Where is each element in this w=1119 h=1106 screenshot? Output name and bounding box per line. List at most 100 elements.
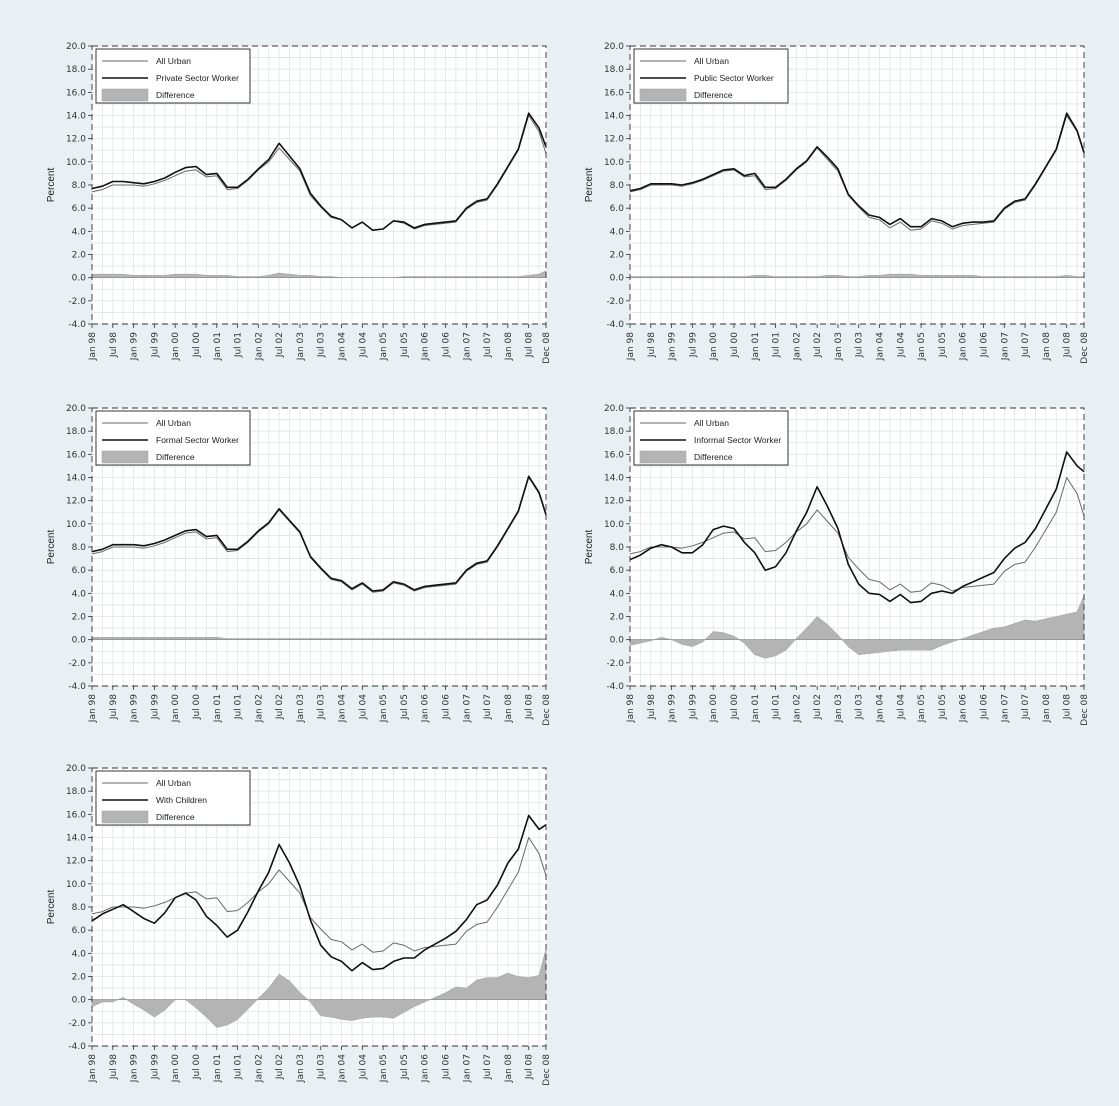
x-tick-label: Jul 99 bbox=[688, 332, 698, 358]
series-group-line bbox=[629, 451, 1085, 604]
chart-panel-3: 20.0 18.0 16.0 14.0 12.0 10.0 8.0 6.0 4.0 2.0 0.0 -… bbox=[18, 380, 558, 735]
x-tick-label: Jan 03 bbox=[834, 694, 844, 723]
x-tick-label: Jan 08 bbox=[1042, 332, 1052, 361]
y-tick-label: 8.0 bbox=[72, 543, 87, 553]
y-tick-label: 18.0 bbox=[66, 427, 86, 437]
y-tick-label: -2.0 bbox=[606, 297, 624, 307]
x-tick-label: Jul 03 bbox=[855, 332, 865, 358]
x-tick-label: Jul 02 bbox=[275, 1054, 285, 1080]
legend-label: All Urban bbox=[156, 56, 191, 66]
y-tick-label: 12.0 bbox=[604, 497, 624, 507]
y-tick-label: 14.0 bbox=[66, 474, 86, 484]
x-tick-label: Jul 03 bbox=[317, 1054, 327, 1080]
y-tick-label: -2.0 bbox=[68, 297, 86, 307]
y-tick-label: 8.0 bbox=[610, 181, 625, 191]
y-tick-label: 14.0 bbox=[604, 112, 624, 122]
series-difference-area bbox=[91, 637, 547, 640]
legend-label: All Urban bbox=[156, 418, 191, 428]
y-tick-label: 16.0 bbox=[604, 88, 624, 98]
legend-label: Informal Sector Worker bbox=[694, 435, 781, 445]
y-tick-label: 16.0 bbox=[66, 810, 86, 820]
y-tick-label: 20.0 bbox=[66, 404, 86, 414]
y-tick-label: 6.0 bbox=[610, 566, 625, 576]
x-tick-label: Jul 08 bbox=[525, 332, 535, 358]
y-tick-label: 2.0 bbox=[72, 251, 87, 261]
y-tick-label: 18.0 bbox=[604, 427, 624, 437]
x-tick-label: Jul 00 bbox=[192, 694, 202, 720]
legend-swatch-difference bbox=[101, 810, 149, 824]
y-tick-label: 10.0 bbox=[66, 520, 86, 530]
x-tick-label: Jul 00 bbox=[730, 694, 740, 720]
y-tick-label: -2.0 bbox=[606, 659, 624, 669]
legend-label: All Urban bbox=[156, 778, 191, 788]
x-tick-label: Jan 98 bbox=[626, 694, 636, 723]
y-tick-label: 10.0 bbox=[66, 880, 86, 890]
y-axis-label: Percent bbox=[46, 168, 57, 203]
y-axis: 20.0 18.0 16.0 14.0 12.0 10.0 8.0 6.0 4.0 2.0 0.0 -… bbox=[66, 42, 92, 330]
x-tick-label: Jul 99 bbox=[150, 1054, 160, 1080]
x-tick-label: Dec 08 bbox=[1080, 694, 1090, 726]
y-tick-label: 20.0 bbox=[604, 42, 624, 52]
chart-svg: 20.0 18.0 16.0 14.0 12.0 10.0 8.0 6.0 4.0 2.0 0.0 -… bbox=[46, 404, 552, 726]
x-tick-label: Jul 02 bbox=[275, 694, 285, 720]
x-tick-label: Jan 05 bbox=[917, 332, 927, 361]
y-tick-label: 2.0 bbox=[610, 613, 625, 623]
x-tick-label: Jul 03 bbox=[317, 694, 327, 720]
x-tick-label: Jan 06 bbox=[421, 1054, 431, 1083]
x-tick-label: Jul 07 bbox=[1021, 332, 1031, 358]
x-tick-label: Jan 98 bbox=[626, 332, 636, 361]
x-tick-label: Jul 07 bbox=[483, 1054, 493, 1080]
x-tick-label: Jan 99 bbox=[668, 332, 678, 361]
x-tick-label: Dec 08 bbox=[542, 1054, 552, 1086]
x-tick-label: Jul 08 bbox=[1063, 694, 1073, 720]
chart-panel-4: 20.0 18.0 16.0 14.0 12.0 10.0 8.0 6.0 4.0 2.0 0.0 -… bbox=[556, 380, 1096, 735]
x-tick-label: Jan 06 bbox=[421, 694, 431, 723]
series-difference-area bbox=[91, 948, 547, 1028]
y-tick-label: -4.0 bbox=[606, 320, 624, 330]
x-tick-label: Dec 08 bbox=[1080, 332, 1090, 364]
x-tick-label: Dec 08 bbox=[542, 694, 552, 726]
y-tick-label: 12.0 bbox=[66, 135, 86, 145]
y-tick-label: 12.0 bbox=[66, 497, 86, 507]
x-tick-label: Jan 99 bbox=[668, 694, 678, 723]
y-tick-label: 10.0 bbox=[66, 158, 86, 168]
x-tick-label: Jul 02 bbox=[813, 332, 823, 358]
x-tick-label: Jan 04 bbox=[338, 694, 348, 723]
y-tick-label: 8.0 bbox=[610, 543, 625, 553]
y-tick-label: 16.0 bbox=[66, 88, 86, 98]
y-axis: 20.0 18.0 16.0 14.0 12.0 10.0 8.0 6.0 4.0 2.0 0.0 -… bbox=[66, 404, 92, 692]
chart-svg: 20.0 18.0 16.0 14.0 12.0 10.0 8.0 6.0 4.0 2.0 0.0 -… bbox=[584, 42, 1090, 364]
series-group-line bbox=[91, 475, 547, 592]
x-tick-label: Jul 02 bbox=[275, 332, 285, 358]
x-tick-label: Jan 04 bbox=[876, 332, 886, 361]
x-tick-label: Jan 00 bbox=[709, 332, 719, 361]
y-tick-label: 0.0 bbox=[610, 636, 625, 646]
x-tick-label: Jan 06 bbox=[959, 694, 969, 723]
x-tick-label: Jul 98 bbox=[109, 694, 119, 720]
series-difference-area bbox=[91, 270, 547, 278]
x-tick-label: Jan 01 bbox=[213, 1054, 223, 1083]
x-tick-label: Dec 08 bbox=[542, 332, 552, 364]
x-tick-label: Jul 99 bbox=[150, 332, 160, 358]
x-tick-label: Jan 06 bbox=[959, 332, 969, 361]
x-tick-label: Jul 08 bbox=[525, 694, 535, 720]
x-tick-label: Jul 99 bbox=[688, 694, 698, 720]
x-tick-label: Jan 03 bbox=[834, 332, 844, 361]
y-tick-label: 8.0 bbox=[72, 903, 87, 913]
x-tick-label: Jul 04 bbox=[358, 332, 368, 358]
y-tick-label: 4.0 bbox=[72, 227, 87, 237]
y-tick-label: -4.0 bbox=[606, 682, 624, 692]
x-tick-label: Jul 04 bbox=[358, 694, 368, 720]
legend-label: All Urban bbox=[694, 56, 729, 66]
x-tick-label: Jan 08 bbox=[504, 694, 514, 723]
x-tick-label: Jul 01 bbox=[234, 332, 244, 358]
x-tick-label: Jul 98 bbox=[647, 332, 657, 358]
y-tick-label: -2.0 bbox=[68, 1019, 86, 1029]
x-tick-label: Jan 99 bbox=[130, 1054, 140, 1083]
x-tick-label: Jan 02 bbox=[254, 694, 264, 723]
x-tick-label: Jan 08 bbox=[504, 332, 514, 361]
y-tick-label: 4.0 bbox=[72, 589, 87, 599]
x-tick-label: Jan 03 bbox=[296, 1054, 306, 1083]
y-axis: 20.0 18.0 16.0 14.0 12.0 10.0 8.0 6.0 4.0 2.0 0.0 -… bbox=[604, 42, 630, 330]
